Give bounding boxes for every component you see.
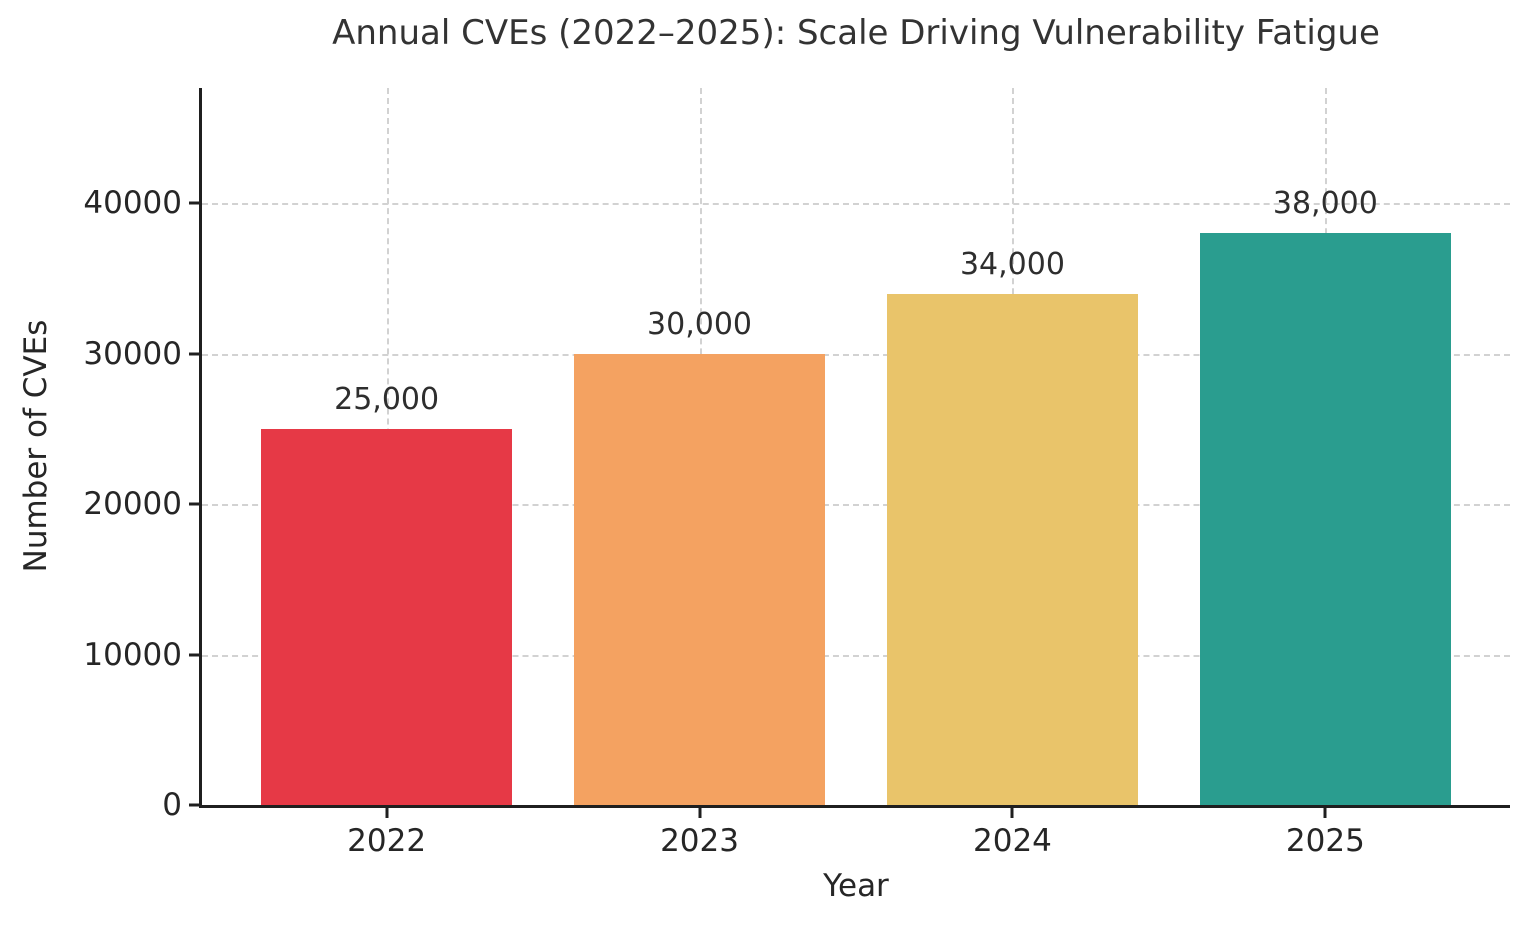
y-tick-label: 30000	[83, 335, 182, 372]
x-tick-mark	[1010, 808, 1014, 818]
x-tick-label-2024: 2024	[973, 823, 1052, 859]
y-tick-mark	[189, 653, 199, 657]
y-gridline	[202, 654, 1510, 657]
bar-2023	[574, 353, 825, 805]
x-tick-label-2022: 2022	[347, 823, 427, 859]
y-tick-label: 0	[162, 787, 182, 823]
y-tick-mark	[189, 201, 199, 205]
x-tick-mark	[698, 808, 702, 818]
y-gridline	[202, 504, 1510, 507]
y-tick-mark	[189, 803, 199, 807]
y-axis-spine	[199, 88, 202, 808]
x-axis-title: Year	[823, 868, 889, 904]
bar-value-label-2022: 25,000	[334, 381, 440, 417]
y-tick-label: 20000	[83, 486, 182, 523]
x-tick-mark	[385, 808, 389, 818]
y-tick-mark	[189, 502, 199, 506]
y-tick-label: 10000	[83, 636, 182, 673]
bar-2025	[1200, 233, 1451, 805]
bar-value-label-2024: 34,000	[959, 246, 1065, 282]
x-tick-label-2023: 2023	[660, 823, 739, 859]
bar-value-label-2025: 38,000	[1272, 186, 1378, 222]
y-gridline	[202, 203, 1510, 206]
x-tick-label-2025: 2025	[1285, 823, 1365, 859]
bar-2024	[887, 293, 1138, 805]
chart-title: Annual CVEs (2022–2025): Scale Driving V…	[332, 13, 1380, 53]
bar-value-label-2023: 30,000	[647, 306, 753, 342]
y-gridline	[202, 353, 1510, 356]
bar-2022	[261, 428, 512, 805]
plot-area: 0 10000 20000 30000 40000 25,000 2022 30,000 202…	[83, 88, 1510, 859]
y-tick-mark	[189, 352, 199, 356]
y-axis-title: Number of CVEs	[18, 319, 54, 573]
y-tick-label: 40000	[83, 185, 182, 222]
x-tick-mark	[1323, 808, 1327, 818]
x-axis-spine	[199, 805, 1510, 808]
